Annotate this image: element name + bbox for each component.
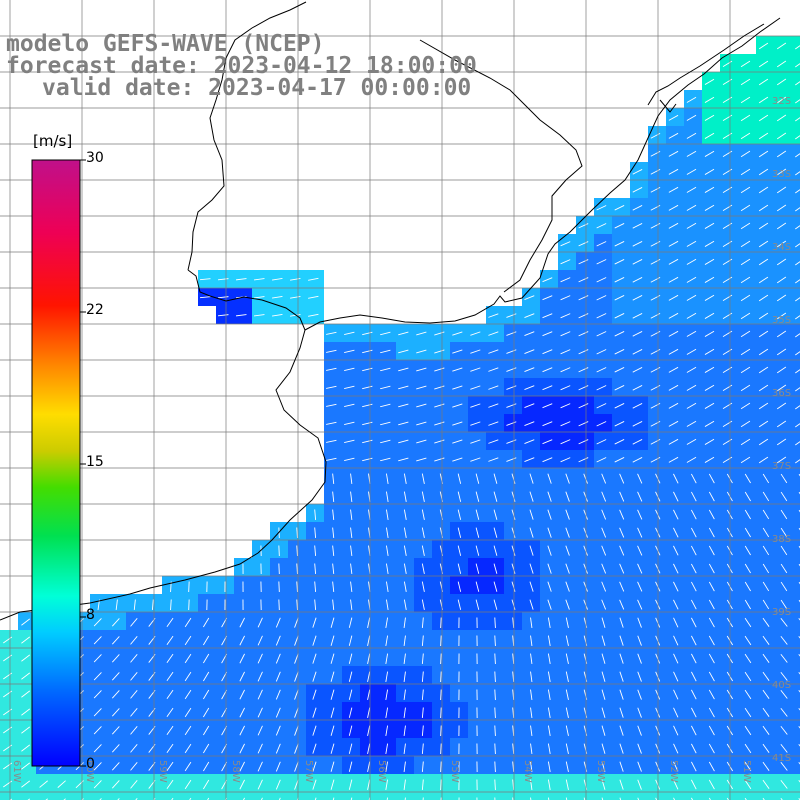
lat-label: 40S: [772, 680, 791, 691]
model-title: modelo GEFS-WAVE (NCEP): [6, 31, 325, 57]
colorbar-scale: [31, 159, 81, 767]
colorbar: [31, 159, 86, 767]
lat-label: 38S: [772, 534, 791, 545]
lat-label: 36S: [772, 388, 791, 399]
lon-label: 53W: [595, 760, 606, 783]
colorbar-tick-30: 30: [86, 150, 104, 166]
lat-label: 37S: [772, 461, 791, 472]
lat-label: 41S: [772, 753, 791, 764]
border-path-2: [419, 39, 583, 293]
colorbar-unit: [m/s]: [33, 132, 73, 150]
colorbar-tick-15: 15: [86, 454, 104, 470]
lon-label: 51W: [741, 760, 752, 783]
colorbar-tick-22: 22: [86, 302, 104, 318]
lat-label: 35S: [772, 315, 791, 326]
coastline: [0, 1, 781, 621]
lon-label: 55W: [449, 760, 460, 783]
valid-date: valid date: 2023-04-17 00:00:00: [42, 75, 472, 101]
lagoon-path: [647, 23, 765, 113]
lon-label: 61W: [11, 760, 22, 783]
lat-label: 39S: [772, 607, 791, 618]
lat-label: 33S: [772, 169, 791, 180]
lon-label: 57W: [303, 760, 314, 783]
grid-labels: 32S 33S 34S 35S 36S 37S 38S 39S 40S 41S 61W 60W 59W 5…: [11, 96, 791, 783]
wind-speed-field: [0, 36, 800, 800]
lon-label: 59W: [157, 760, 168, 783]
lon-label: 60W: [84, 760, 95, 783]
forecast-date: forecast date: 2023-04-12 18:00:00: [6, 53, 477, 79]
lat-label: 32S: [772, 96, 791, 107]
colorbar-tick-8: 8: [86, 607, 95, 623]
lon-label: 54W: [522, 760, 533, 783]
coastline-path: [0, 17, 781, 621]
lon-label: 58W: [230, 760, 241, 783]
lon-label: 52W: [668, 760, 679, 783]
border-path: [187, 1, 307, 271]
lon-label: 56W: [376, 760, 387, 783]
lat-label: 34S: [772, 242, 791, 253]
colorbar-tick-0: 0: [86, 756, 95, 772]
